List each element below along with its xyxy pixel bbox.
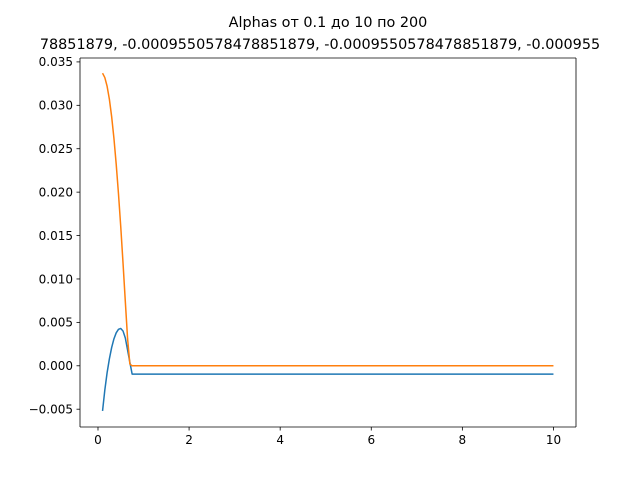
series-line-1 — [101, 327, 554, 412]
x-tick-label: 10 — [546, 433, 561, 447]
x-tick-label: 6 — [367, 433, 375, 447]
y-tick-label: −0.005 — [29, 403, 73, 417]
y-tick-label: 0.015 — [39, 229, 73, 243]
x-tick-label: 8 — [459, 433, 467, 447]
y-tick-label: 0.020 — [39, 185, 73, 199]
y-tick-label: 0.010 — [39, 272, 73, 286]
y-tick-label: 0.025 — [39, 142, 73, 156]
x-tick-label: 4 — [276, 433, 284, 447]
chart-subtitle: 78851879, -0.0009550578478851879, -0.000… — [40, 37, 600, 53]
plot-area: 0 2 4 6 8 10 −0.005 0.000 0.005 0.010 0.015 0.020 0.… — [29, 55, 577, 447]
chart-title: Alphas от 0.1 до 10 по 200 — [229, 15, 428, 31]
series-line-2 — [101, 72, 554, 367]
y-tick-label: 0.000 — [39, 359, 73, 373]
x-tick-label: 2 — [185, 433, 193, 447]
y-tick-label: 0.005 — [39, 316, 73, 330]
y-tick-label: 0.035 — [39, 55, 73, 69]
x-tick-label: 0 — [94, 433, 102, 447]
y-tick-label: 0.030 — [39, 99, 73, 113]
